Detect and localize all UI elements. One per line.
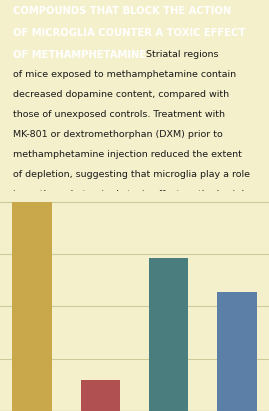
Text: of mice exposed to methamphetamine contain: of mice exposed to methamphetamine conta… [13,70,236,79]
Text: dopamine system.: dopamine system. [13,210,101,219]
Text: of depletion, suggesting that microglia play a role: of depletion, suggesting that microglia … [13,170,250,179]
Text: those of unexposed controls. Treatment with: those of unexposed controls. Treatment w… [13,110,225,119]
Text: decreased dopamine content, compared with: decreased dopamine content, compared wit… [13,90,229,99]
Bar [12,202,52,411]
Text: OF METHAMPHETAMINE: OF METHAMPHETAMINE [13,50,147,60]
Bar [149,258,189,411]
Text: methamphetamine injection reduced the extent: methamphetamine injection reduced the ex… [13,150,242,159]
Text: MK-801 or dextromethorphan (DXM) prior to: MK-801 or dextromethorphan (DXM) prior t… [13,130,223,139]
Text: COMPOUNDS THAT BLOCK THE ACTION: COMPOUNDS THAT BLOCK THE ACTION [13,6,232,16]
Bar [80,380,120,411]
Bar [217,292,257,411]
Text: Striatal regions: Striatal regions [143,50,218,59]
Text: OF MICROGLIA COUNTER A TOXIC EFFECT: OF MICROGLIA COUNTER A TOXIC EFFECT [13,28,246,38]
Text: in methamphetamine’s toxic effect on the brain’s: in methamphetamine’s toxic effect on the… [13,190,250,199]
